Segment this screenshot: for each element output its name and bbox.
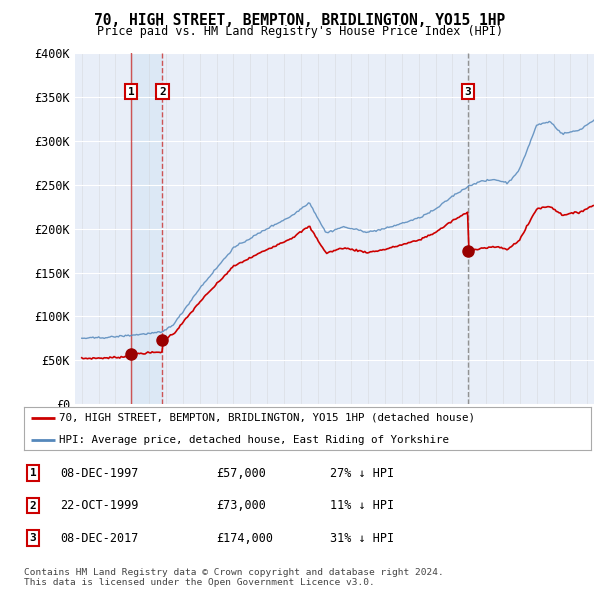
Text: 70, HIGH STREET, BEMPTON, BRIDLINGTON, YO15 1HP (detached house): 70, HIGH STREET, BEMPTON, BRIDLINGTON, Y… [59,413,475,422]
Text: £174,000: £174,000 [216,532,273,545]
Text: Price paid vs. HM Land Registry's House Price Index (HPI): Price paid vs. HM Land Registry's House … [97,25,503,38]
Text: 22-OCT-1999: 22-OCT-1999 [60,499,139,512]
Text: £73,000: £73,000 [216,499,266,512]
Text: 1: 1 [29,468,37,478]
Text: 31% ↓ HPI: 31% ↓ HPI [330,532,394,545]
Text: 27% ↓ HPI: 27% ↓ HPI [330,467,394,480]
Text: 2: 2 [29,501,37,510]
Text: 08-DEC-2017: 08-DEC-2017 [60,532,139,545]
Text: 08-DEC-1997: 08-DEC-1997 [60,467,139,480]
Text: 2: 2 [159,87,166,97]
Text: 11% ↓ HPI: 11% ↓ HPI [330,499,394,512]
Bar [131,53,163,404]
Text: Contains HM Land Registry data © Crown copyright and database right 2024.
This d: Contains HM Land Registry data © Crown c… [24,568,444,587]
Text: 3: 3 [29,533,37,543]
Text: £57,000: £57,000 [216,467,266,480]
Text: HPI: Average price, detached house, East Riding of Yorkshire: HPI: Average price, detached house, East… [59,435,449,445]
Text: 70, HIGH STREET, BEMPTON, BRIDLINGTON, YO15 1HP: 70, HIGH STREET, BEMPTON, BRIDLINGTON, Y… [94,13,506,28]
Text: 1: 1 [128,87,134,97]
Text: 3: 3 [464,87,472,97]
